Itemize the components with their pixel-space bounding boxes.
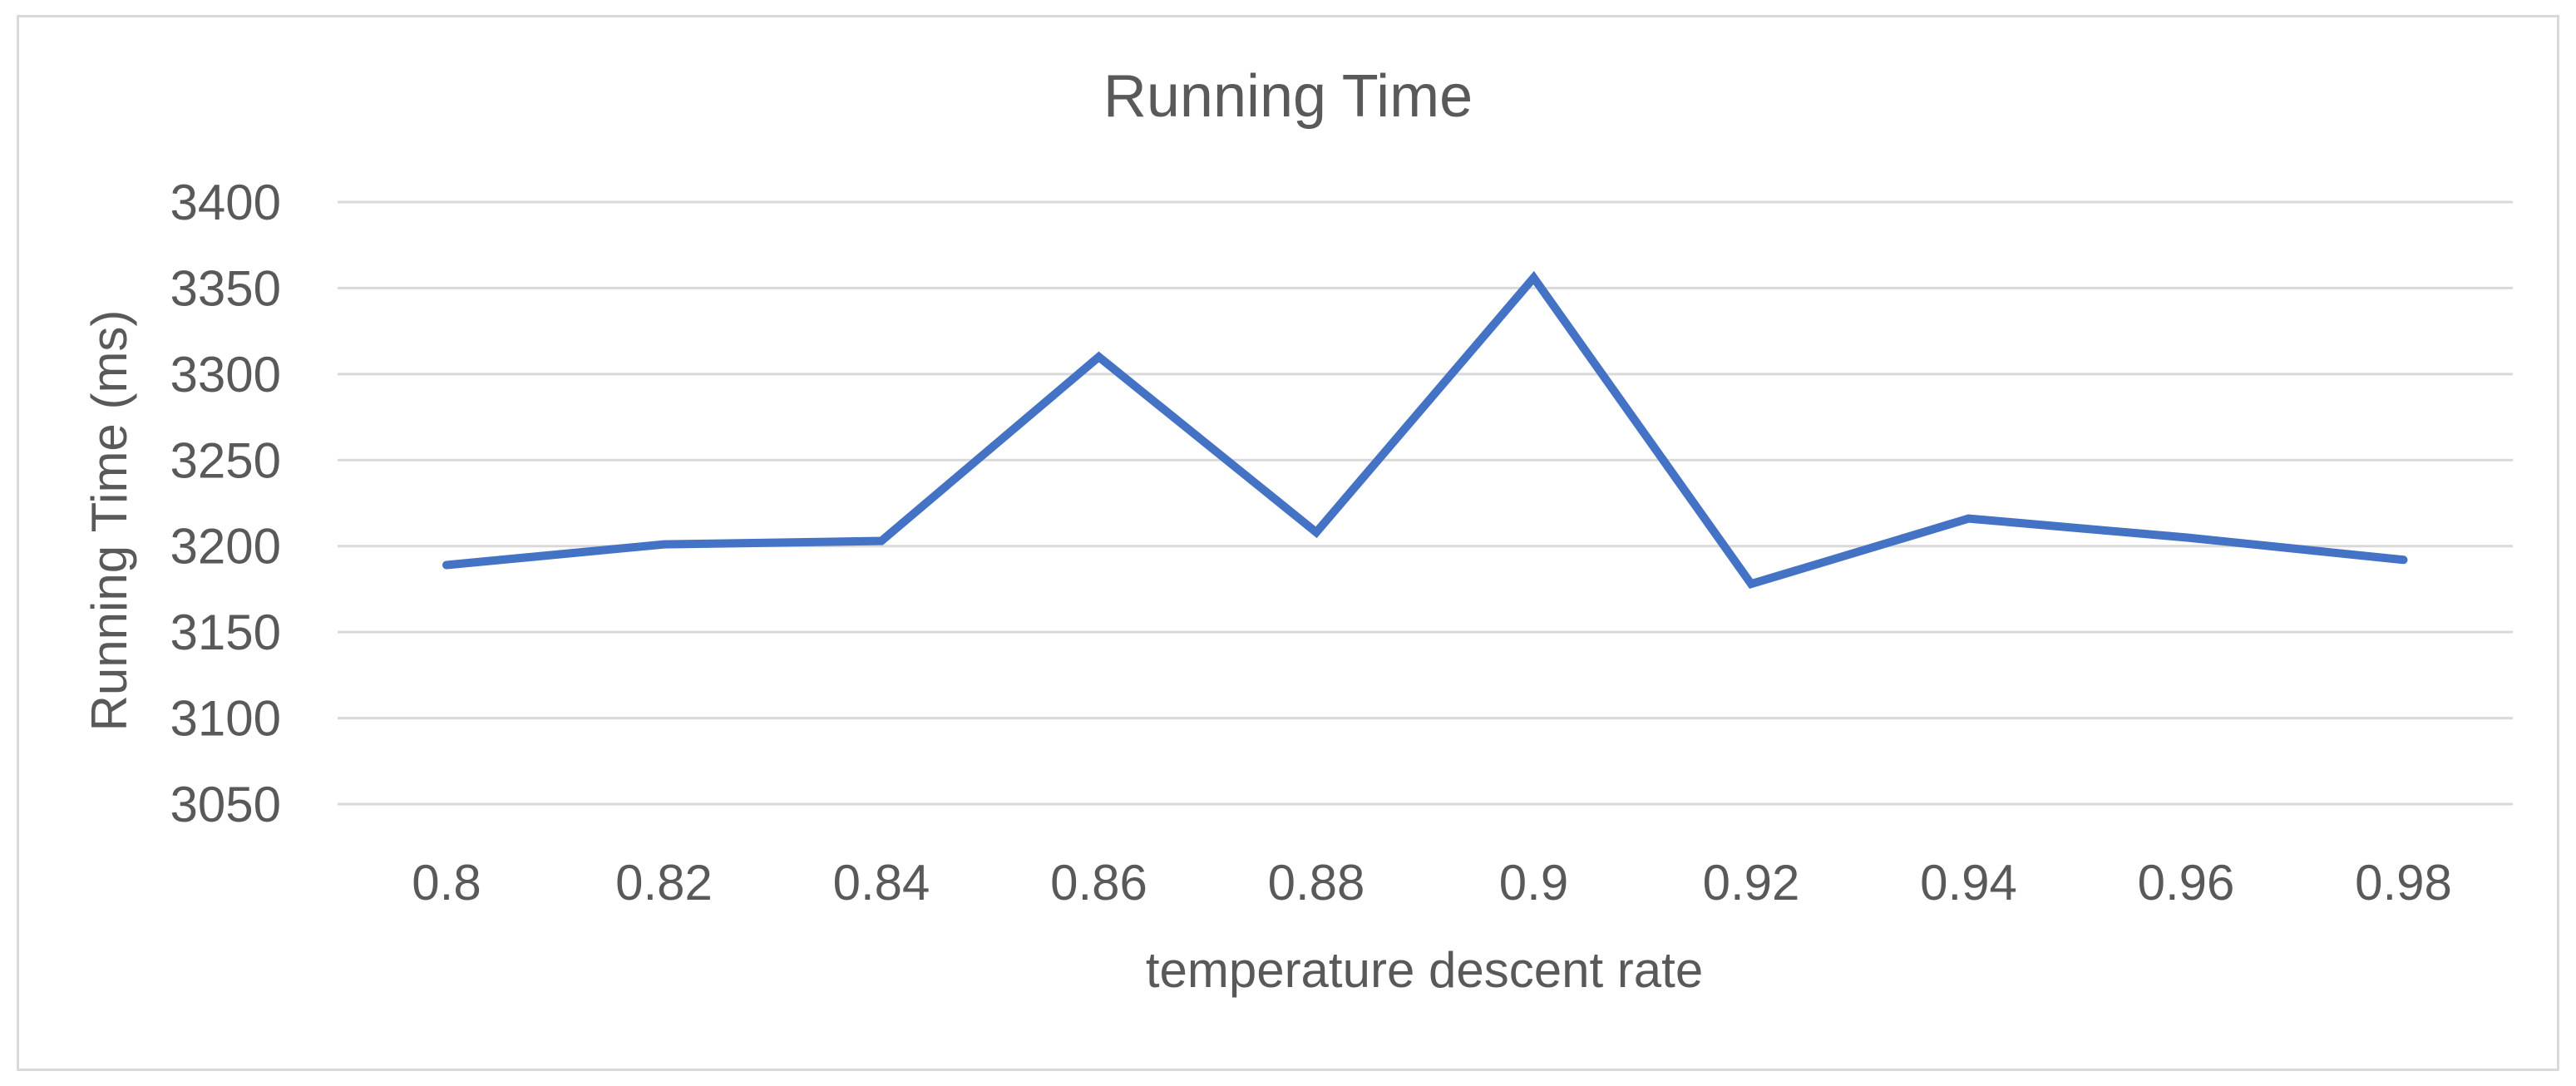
y-tick-label: 3150 — [170, 605, 281, 660]
x-tick-label: 0.9 — [1499, 855, 1568, 911]
series-line — [442, 270, 2408, 590]
x-tick-label: 0.98 — [2355, 855, 2452, 911]
y-tick-label: 3250 — [170, 432, 281, 488]
chart-title: Running Time — [1103, 63, 1473, 130]
x-tick-label: 0.88 — [1268, 855, 1365, 911]
y-tick-label: 3300 — [170, 347, 281, 402]
y-tick-label: 3350 — [170, 260, 281, 316]
y-axis-label: Running Time (ms) — [81, 310, 137, 732]
y-tick-label: 3050 — [170, 777, 281, 832]
x-tick-label: 0.92 — [1703, 855, 1800, 911]
series-group — [442, 270, 2408, 590]
x-tick-label: 0.82 — [615, 855, 713, 911]
y-tick-label: 3100 — [170, 691, 281, 747]
y-tick-label: 3200 — [170, 519, 281, 575]
x-tick-label: 0.86 — [1050, 855, 1147, 911]
gridlines — [338, 200, 2513, 806]
x-tick-label: 0.94 — [1920, 855, 2017, 911]
x-tick-label: 0.84 — [833, 855, 930, 911]
chart-frame — [17, 15, 2559, 1071]
x-axis-label: temperature descent rate — [1146, 942, 1703, 998]
y-axis-ticks: 3400 3350 3300 3250 3200 3150 3100 3050 — [170, 175, 281, 832]
x-tick-label: 0.8 — [412, 855, 481, 911]
x-tick-label: 0.96 — [2138, 855, 2235, 911]
x-axis-ticks: 0.8 0.82 0.84 0.86 0.88 0.9 0.92 0.94 0.96 0.98 — [412, 855, 2452, 911]
y-tick-label: 3400 — [170, 175, 281, 230]
